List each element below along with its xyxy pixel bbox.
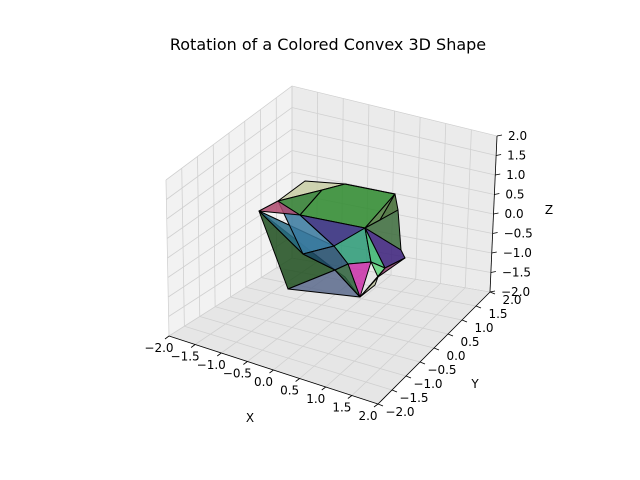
- z-tick-label: 0.0: [505, 207, 524, 221]
- shape-face-23: [359, 276, 379, 298]
- y-tick-mark: [419, 361, 426, 365]
- x-tick-mark: [295, 378, 300, 382]
- z-axis-label: Z: [545, 203, 553, 217]
- y-tick-mark: [447, 333, 454, 337]
- axes-3d: −2.0−1.5−1.0−0.50.00.51.01.52.0 −2.0−1.5…: [144, 85, 533, 423]
- grid-line-y: [197, 156, 407, 377]
- y-tick-mark: [433, 347, 440, 351]
- z-tick-label: 1.5: [507, 149, 526, 163]
- x-tick-label: −2.0: [144, 341, 173, 355]
- chart-title: Rotation of a Colored Convex 3D Shape: [170, 35, 486, 54]
- shape-face-26: [334, 263, 361, 298]
- y-tick-labels: −2.0−1.5−1.0−0.50.00.51.01.52.0: [377, 291, 522, 419]
- x-tick-label: 0.0: [254, 375, 273, 389]
- y-axis-label: Y: [470, 377, 479, 391]
- grid-line-y: [260, 109, 463, 321]
- z-tick-mark: [493, 212, 499, 215]
- y-tick-mark: [391, 389, 398, 393]
- y-tick-label: 0.5: [460, 335, 479, 349]
- z-tick-mark: [490, 271, 496, 273]
- x-tick-mark: [321, 386, 326, 391]
- x-tick-mark: [164, 335, 170, 340]
- x-tick-label: 0.5: [280, 384, 299, 398]
- y-tick-label: −0.5: [427, 363, 456, 377]
- x-tick-label: 2.0: [358, 409, 377, 423]
- y-tick-label: −1.0: [413, 377, 442, 391]
- z-tick-label: −1.0: [503, 246, 532, 260]
- z-tick-labels: −2.0 −1.5 −1.0 −0.5 0.0 0.5 1.0 1.5 2.0: [489, 129, 533, 299]
- grid-line-y: [228, 132, 435, 349]
- x-tick-label: −1.5: [171, 350, 200, 364]
- shape-face-24: [377, 257, 406, 278]
- z-tick-mark: [496, 154, 502, 156]
- grid-line-y: [244, 121, 449, 335]
- grid-line-y: [212, 144, 421, 363]
- z-tick-label: −2.0: [501, 285, 530, 299]
- x-tick-label: 1.5: [332, 401, 351, 415]
- y-tick-mark: [489, 291, 496, 295]
- x-tick-mark: [243, 361, 248, 365]
- z-tick-label: −0.5: [504, 227, 533, 241]
- z-tick-mark: [492, 232, 498, 234]
- x-axis-label: X: [246, 411, 254, 425]
- y-tick-label: 1.0: [474, 321, 493, 335]
- y-tick-mark: [461, 319, 468, 323]
- x-tick-mark: [217, 352, 222, 357]
- x-tick-label: −0.5: [223, 367, 252, 381]
- y-tick-mark: [475, 305, 482, 309]
- grid-line-y: [275, 97, 477, 307]
- x-tick-mark: [347, 395, 353, 399]
- grid-line-z: [165, 85, 498, 181]
- y-tick-label: −1.5: [399, 391, 428, 405]
- x-tick-labels: −2.0−1.5−1.0−0.50.0 0.5 1.0 1.5 2.0: [144, 335, 379, 423]
- z-tick-label: −1.5: [502, 266, 531, 280]
- x-tick-label: −1.0: [197, 358, 226, 372]
- y-tick-mark: [377, 403, 384, 407]
- x-tick-mark: [190, 344, 196, 348]
- y-tick-label: 0.0: [446, 349, 465, 363]
- z-tick-label: 0.5: [505, 188, 524, 202]
- x-tick-mark: [269, 369, 274, 374]
- y-tick-mark: [405, 375, 412, 379]
- z-tick-mark: [496, 134, 503, 137]
- convex-shape: [258, 180, 406, 298]
- z-tick-label: 2.0: [508, 129, 527, 143]
- z-tick-mark: [491, 251, 497, 254]
- z-tick-mark: [494, 193, 500, 195]
- z-tick-mark: [489, 290, 496, 293]
- grid-line-y: [181, 168, 393, 391]
- x-tick-mark: [373, 403, 379, 408]
- y-tick-label: 1.5: [488, 307, 507, 321]
- z-tick-label: 1.0: [506, 168, 525, 182]
- z-tick-mark: [495, 173, 501, 176]
- x-tick-label: 1.0: [306, 392, 325, 406]
- y-tick-label: 2.0: [502, 293, 521, 307]
- y-tick-label: −2.0: [385, 405, 414, 419]
